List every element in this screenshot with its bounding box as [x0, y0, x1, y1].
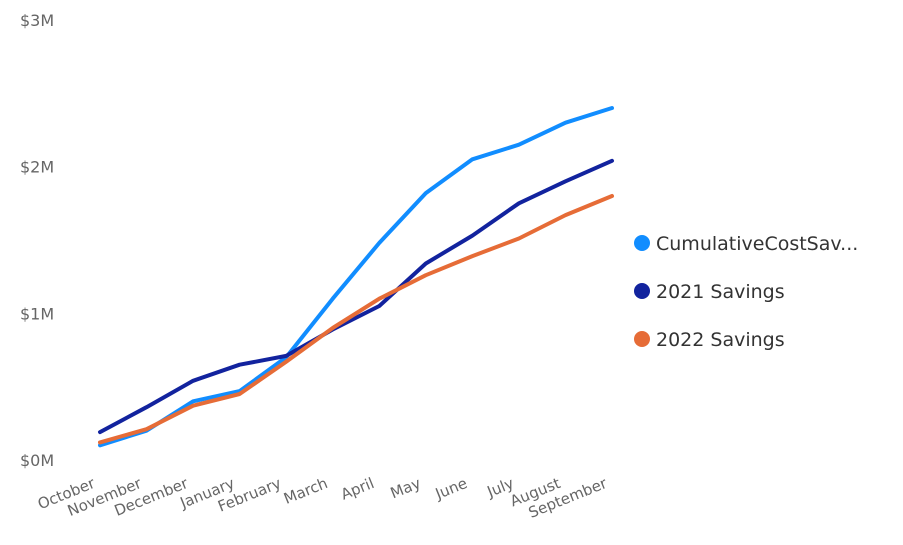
- legend-marker-2: [634, 283, 650, 299]
- x-axis: OctoberNovemberDecemberJanuaryFebruaryMa…: [35, 474, 610, 522]
- series-line-3[interactable]: [98, 194, 614, 445]
- legend[interactable]: CumulativeCostSav... 2021 Savings 2022 Sav…: [634, 233, 858, 351]
- legend-label-2[interactable]: 2021 Savings: [656, 281, 785, 303]
- x-tick-label: June: [432, 474, 470, 503]
- y-tick-label: $1M: [20, 304, 54, 323]
- series-line-1[interactable]: [98, 106, 614, 448]
- series-line-2[interactable]: [98, 158, 614, 435]
- y-tick-label: $0M: [20, 451, 54, 470]
- x-tick-label: April: [338, 474, 377, 504]
- y-tick-label: $2M: [20, 158, 54, 177]
- legend-marker-3: [634, 331, 650, 347]
- x-tick-label: March: [281, 474, 330, 508]
- x-tick-label: May: [388, 474, 424, 502]
- legend-label-1[interactable]: CumulativeCostSav...: [656, 233, 858, 255]
- legend-label-3[interactable]: 2022 Savings: [656, 329, 785, 351]
- legend-marker-1: [634, 235, 650, 251]
- plot-series: [98, 106, 614, 448]
- y-tick-label: $3M: [20, 11, 54, 30]
- y-axis: $0M $1M $2M $3M: [20, 11, 54, 470]
